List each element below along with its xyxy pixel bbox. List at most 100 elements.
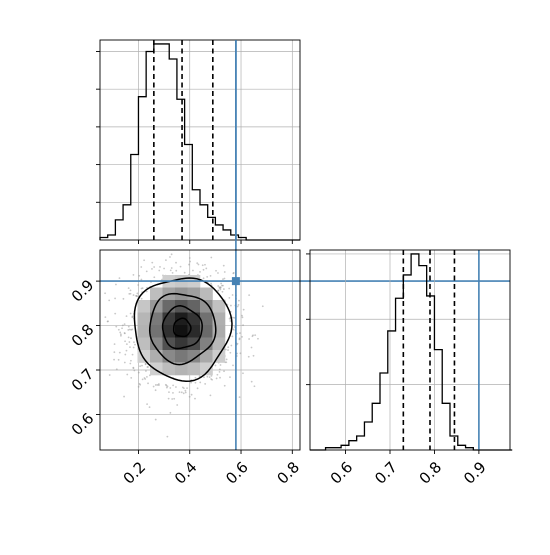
sample-point [196, 387, 199, 390]
sample-point [252, 354, 255, 357]
sample-point [199, 270, 201, 273]
sample-point [203, 376, 205, 379]
density-cell [200, 350, 213, 363]
sample-point [154, 389, 157, 392]
sample-point [229, 320, 232, 322]
y-tick-label: 0.6 [68, 409, 98, 439]
sample-point [164, 383, 167, 386]
sample-point [215, 377, 218, 380]
sample-point [158, 269, 161, 272]
sample-point [141, 364, 143, 367]
sample-point [123, 395, 125, 398]
sample-point [210, 282, 212, 285]
sample-point [188, 257, 191, 259]
sample-point [146, 403, 148, 406]
sample-point [214, 364, 217, 367]
sample-point [129, 312, 132, 315]
sample-point [135, 294, 138, 297]
sample-point [204, 383, 207, 385]
x-tick-label: 0.9 [460, 458, 490, 488]
sample-point [217, 285, 220, 287]
sample-point [131, 315, 134, 318]
sample-point [168, 391, 170, 394]
contour-level-3 [172, 317, 192, 338]
sample-point [248, 294, 251, 297]
contour-level-2 [161, 305, 203, 350]
histogram-x-quantile-lines [153, 40, 214, 240]
sample-point [231, 335, 234, 338]
sample-point [140, 287, 143, 290]
sample-point [130, 376, 133, 379]
sample-point [141, 378, 144, 381]
x-tick-label: 0.8 [416, 458, 446, 488]
sample-point [156, 384, 159, 386]
sample-point [134, 343, 136, 346]
sample-point [241, 314, 243, 317]
sample-point [115, 325, 118, 328]
histogram-x-grid [100, 40, 300, 240]
sample-point [104, 292, 107, 295]
sample-point [120, 334, 122, 337]
sample-point [253, 385, 256, 388]
sample-point [151, 268, 153, 270]
sample-point [147, 366, 149, 368]
sample-point [140, 278, 143, 281]
sample-point [92, 296, 94, 298]
sample-point [186, 387, 188, 390]
sample-point [143, 259, 146, 262]
sample-point [131, 353, 134, 356]
sample-point [233, 316, 236, 319]
sample-point [140, 266, 143, 268]
sample-point [209, 274, 212, 277]
sample-point [206, 375, 209, 378]
sample-point [232, 364, 234, 367]
sample-point [127, 325, 130, 328]
sample-point [124, 353, 127, 356]
sample-point [248, 338, 250, 340]
sample-point [127, 336, 130, 339]
y-tick-label: 0.9 [68, 276, 98, 306]
sample-point [222, 278, 224, 281]
sample-point [96, 368, 98, 370]
sample-point [238, 299, 240, 302]
histogram-y-panel: 0.6 0.7 0.8 0.9 [306, 249, 513, 488]
sample-point [224, 348, 227, 351]
sample-point [184, 391, 187, 394]
sample-point [152, 385, 155, 388]
sample-point [118, 351, 121, 354]
sample-point [229, 351, 232, 354]
sample-point [219, 288, 222, 291]
sample-point [128, 341, 131, 343]
sample-point [202, 268, 205, 271]
sample-point [121, 324, 124, 327]
sample-point [202, 277, 205, 280]
sample-point [175, 269, 178, 272]
density-2d-panel: 0.2 0.4 0.6 0.8 0.6 0.7 0.8 0.9 [68, 40, 510, 488]
sample-point [219, 364, 222, 366]
sample-point [247, 355, 250, 358]
sample-point [199, 381, 202, 384]
sample-point [127, 287, 130, 290]
sample-point [190, 393, 193, 396]
sample-point [223, 277, 226, 280]
sample-point [144, 363, 147, 366]
sample-point [118, 277, 121, 280]
sample-point [225, 358, 228, 361]
sample-point [117, 358, 120, 361]
density-cell [150, 350, 163, 363]
sample-point [175, 386, 177, 388]
density-cell [150, 300, 163, 313]
sample-point [106, 320, 109, 323]
sample-point [104, 316, 107, 319]
sample-point [231, 294, 234, 296]
sample-point [257, 337, 259, 340]
sample-point [172, 384, 175, 387]
sample-point [139, 365, 142, 368]
sample-point [227, 346, 230, 349]
x-tick-label: 0.2 [120, 458, 150, 488]
sample-point [182, 392, 185, 395]
sample-point [223, 370, 225, 373]
sample-point [143, 377, 146, 379]
sample-point [239, 332, 241, 334]
